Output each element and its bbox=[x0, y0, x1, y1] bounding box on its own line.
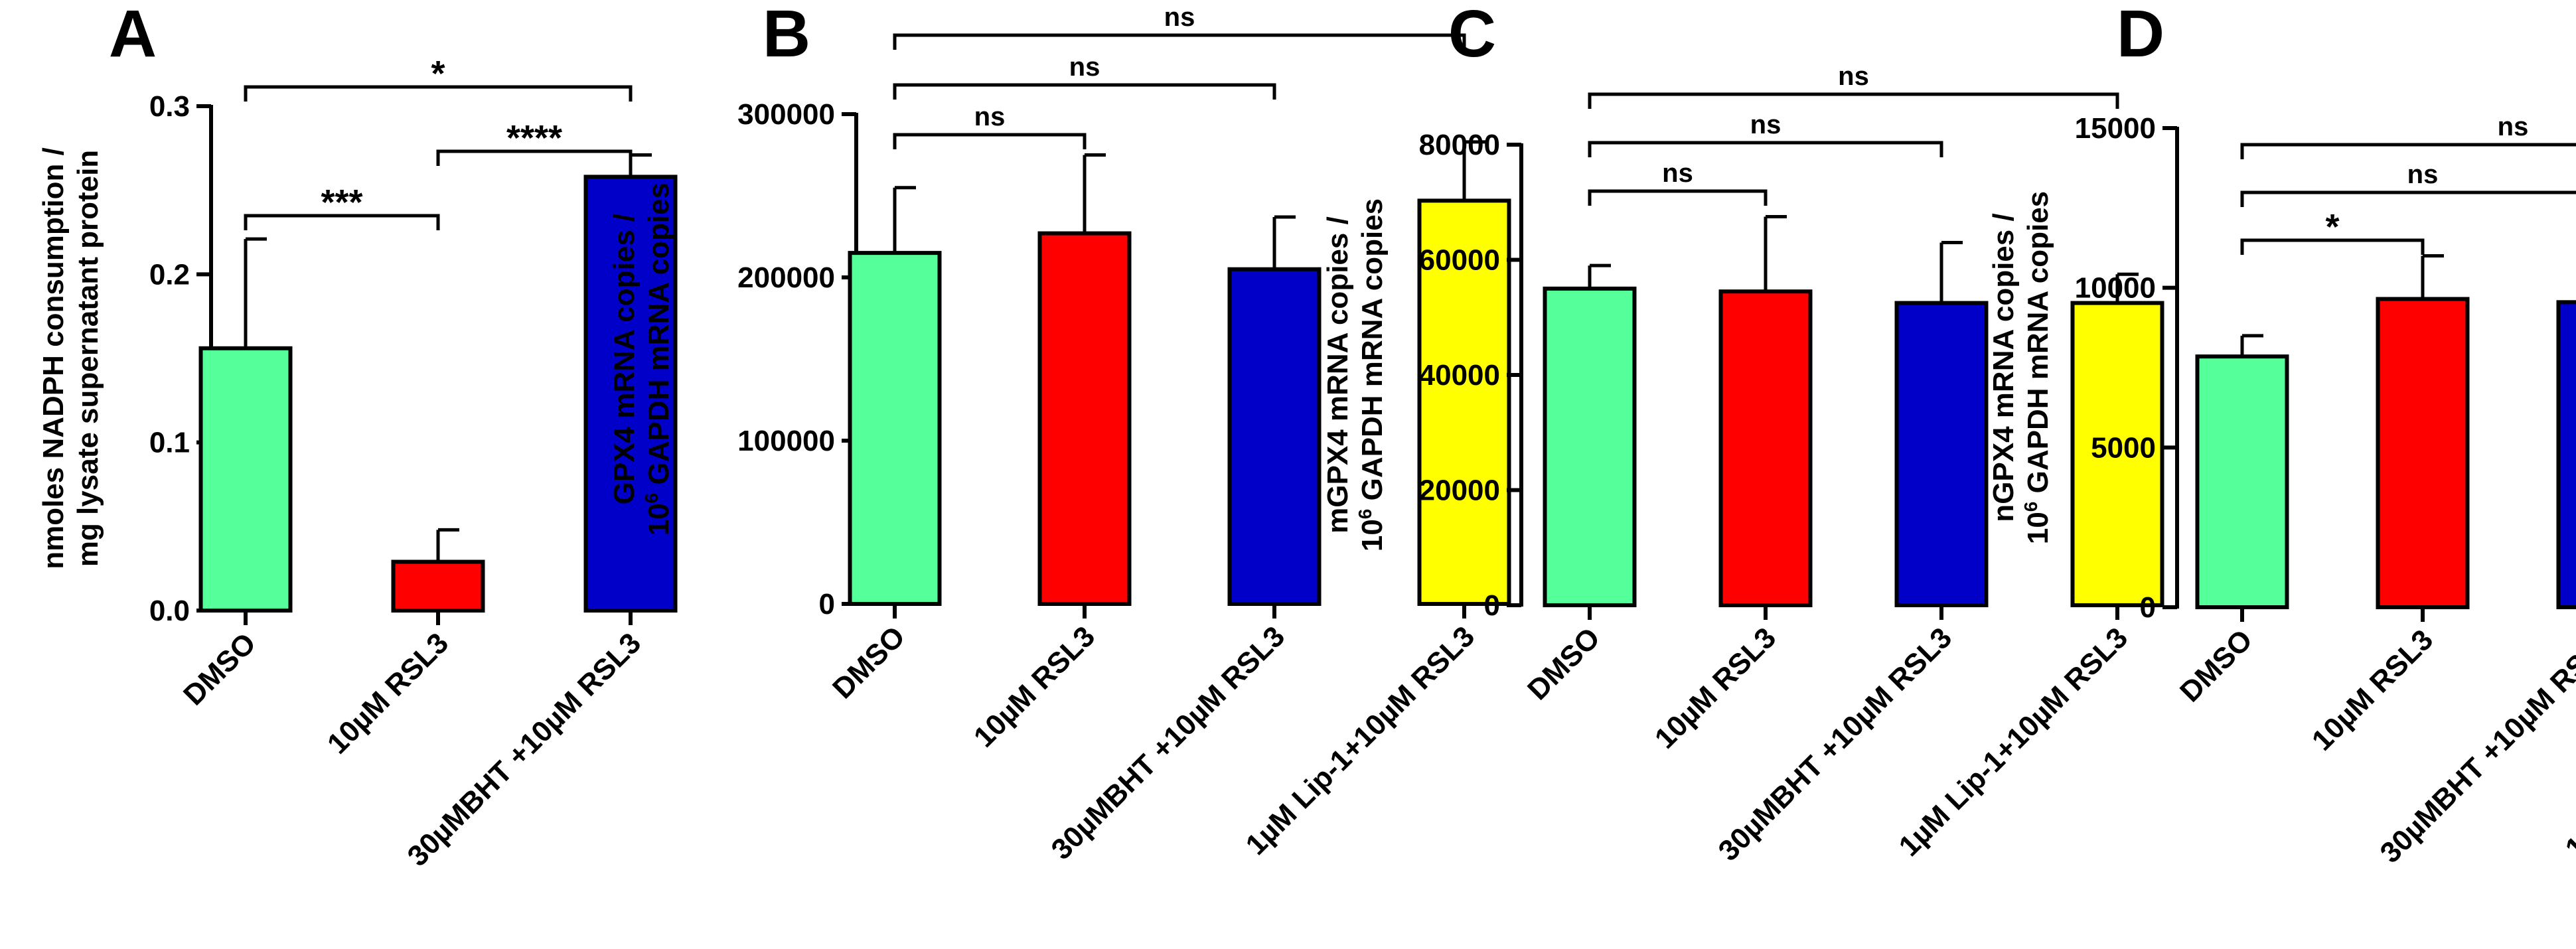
panel-b-significance-bracket bbox=[893, 133, 1087, 149]
panel-c-bar bbox=[1894, 301, 1989, 607]
panel-c-significance-label: ns bbox=[1838, 62, 1869, 91]
panel-c-ylabel-line2-suffix: GAPDH mRNA copies bbox=[1356, 198, 1389, 509]
panel-b-category-label: DMSO bbox=[826, 620, 911, 705]
panel-a-significance-label: **** bbox=[506, 118, 562, 158]
panel-b-y-tick-label: 0 bbox=[819, 588, 835, 620]
panel-d-significance-bracket bbox=[2240, 190, 2576, 207]
panel-a-bar bbox=[391, 559, 485, 613]
panel-b-significance-label: ns bbox=[1069, 52, 1100, 82]
panel-a-ylabel: nmoles NADPH consumption /mg lysate supe… bbox=[37, 147, 104, 569]
panel-c-ylabel-superscript: 6 bbox=[1355, 509, 1375, 520]
panel-a-significance-label: * bbox=[431, 54, 445, 94]
panel-c-ylabel-line1: mGPX4 mRNA copies / bbox=[1322, 216, 1354, 534]
panel-d-category-label: DMSO bbox=[2174, 623, 2259, 708]
panel-a-bar bbox=[583, 175, 678, 613]
panel-b-ylabel-line1: GPX4 mRNA copies / bbox=[608, 214, 641, 505]
panel-c-bar bbox=[1543, 286, 1637, 607]
panel-c-ylabel-line2-prefix: 10 bbox=[1356, 519, 1389, 551]
panel-a-category-label: 10µM RSL3 bbox=[321, 626, 455, 760]
panel-c-significance-bracket bbox=[1588, 92, 2119, 109]
panel-b-significance-label: ns bbox=[1164, 3, 1195, 32]
panel-b-y-tick-label: 100000 bbox=[737, 425, 835, 457]
panel-a-significance-bracket bbox=[244, 85, 633, 102]
panel-d-y-tick-label: 15000 bbox=[2075, 112, 2156, 145]
panel-c-y-tick-label: 40000 bbox=[1419, 359, 1500, 392]
panel-b-ylabel-line2-prefix: 10 bbox=[643, 503, 675, 536]
panel-b-bar bbox=[1037, 231, 1132, 606]
panel-b-ylabel-superscript: 6 bbox=[641, 493, 662, 504]
panel-b-letter: B bbox=[763, 0, 810, 71]
panel-c-significance-bracket bbox=[1588, 189, 1768, 206]
panel-a-ylabel-line2: mg lysate supernatant protein bbox=[72, 150, 104, 567]
panel-d-ylabel-line2-prefix: 10 bbox=[2022, 512, 2054, 544]
panel-d-significance-label: * bbox=[2325, 207, 2339, 247]
panel-c-ylabel: mGPX4 mRNA copies /106 GAPDH mRNA copies bbox=[1322, 198, 1389, 551]
panel-d-bar bbox=[2556, 300, 2576, 609]
panel-a-significance-bracket bbox=[436, 149, 633, 166]
panel-b-bar bbox=[1227, 267, 1322, 606]
panel-d-letter: D bbox=[2117, 0, 2164, 71]
panel-b-category-label: 10µM RSL3 bbox=[968, 620, 1101, 753]
panel-c-significance-label: ns bbox=[1662, 159, 1693, 188]
panel-d-ylabel-line1: nGPX4 mRNA copies / bbox=[1987, 213, 2020, 522]
panel-b-ylabel-line2-suffix: GAPDH mRNA copies bbox=[643, 183, 675, 493]
panel-d-category-label: 10µM RSL3 bbox=[2306, 623, 2439, 757]
panel-a-y-tick-label: 0.1 bbox=[149, 427, 190, 459]
panel-c-significance-bracket bbox=[1588, 141, 1943, 157]
panel-d-y-tick-label: 10000 bbox=[2075, 272, 2156, 305]
panel-b-significance-label: ns bbox=[974, 102, 1006, 131]
panel-a-category-label: DMSO bbox=[177, 626, 262, 711]
panel-c-y-tick-label: 80000 bbox=[1419, 129, 1500, 161]
panel-d-significance-bracket bbox=[2240, 238, 2425, 255]
panel-a-y-tick-label: 0.0 bbox=[149, 595, 190, 627]
panel-c-category-label: DMSO bbox=[1521, 621, 1606, 706]
panel-b-significance-bracket bbox=[893, 83, 1276, 100]
panel-b-bar bbox=[1417, 198, 1511, 606]
panel-c-y-tick-label: 60000 bbox=[1419, 244, 1500, 277]
panel-c-significance-label: ns bbox=[1750, 110, 1781, 139]
panel-d-significance-bracket bbox=[2240, 143, 2576, 159]
panel-a-bar bbox=[198, 346, 293, 613]
panel-a-letter: A bbox=[109, 0, 157, 71]
panel-c-category-label: 10µM RSL3 bbox=[1649, 621, 1782, 755]
panel-d-y-tick-label: 5000 bbox=[2091, 431, 2156, 464]
panel-a-significance-label: *** bbox=[321, 183, 362, 222]
panel-d-bar bbox=[2376, 297, 2470, 609]
panel-c-y-tick-label: 0 bbox=[1484, 589, 1500, 622]
panel-d-y-tick-label: 0 bbox=[2140, 591, 2156, 624]
panel-a-ylabel-line1: nmoles NADPH consumption / bbox=[37, 147, 70, 569]
panel-d-ylabel-superscript: 6 bbox=[2020, 502, 2041, 512]
panel-b-y-tick-label: 300000 bbox=[737, 98, 835, 131]
panel-a-significance-bracket bbox=[244, 214, 440, 230]
panel-b-bar bbox=[848, 251, 942, 607]
panel-d-bar bbox=[2195, 354, 2289, 609]
panel-d-ylabel: nGPX4 mRNA copies /106 GAPDH mRNA copies bbox=[1987, 191, 2054, 544]
panel-d-significance-label: ns bbox=[2407, 160, 2439, 189]
panel-b-y-tick-label: 200000 bbox=[737, 261, 835, 294]
panel-c-y-tick-label: 20000 bbox=[1419, 475, 1500, 507]
panel-b-ylabel: GPX4 mRNA copies /106 GAPDH mRNA copies bbox=[608, 183, 675, 536]
panel-a-y-tick-label: 0.2 bbox=[149, 258, 190, 291]
panel-c-letter: C bbox=[1448, 0, 1496, 71]
panel-b-significance-bracket bbox=[893, 33, 1466, 50]
panel-c-bar bbox=[1718, 289, 1813, 607]
panel-d-ylabel-line2-suffix: GAPDH mRNA copies bbox=[2022, 191, 2054, 502]
panel-d-significance-label: ns bbox=[2498, 112, 2529, 141]
panel-a-y-tick-label: 0.3 bbox=[149, 90, 190, 123]
